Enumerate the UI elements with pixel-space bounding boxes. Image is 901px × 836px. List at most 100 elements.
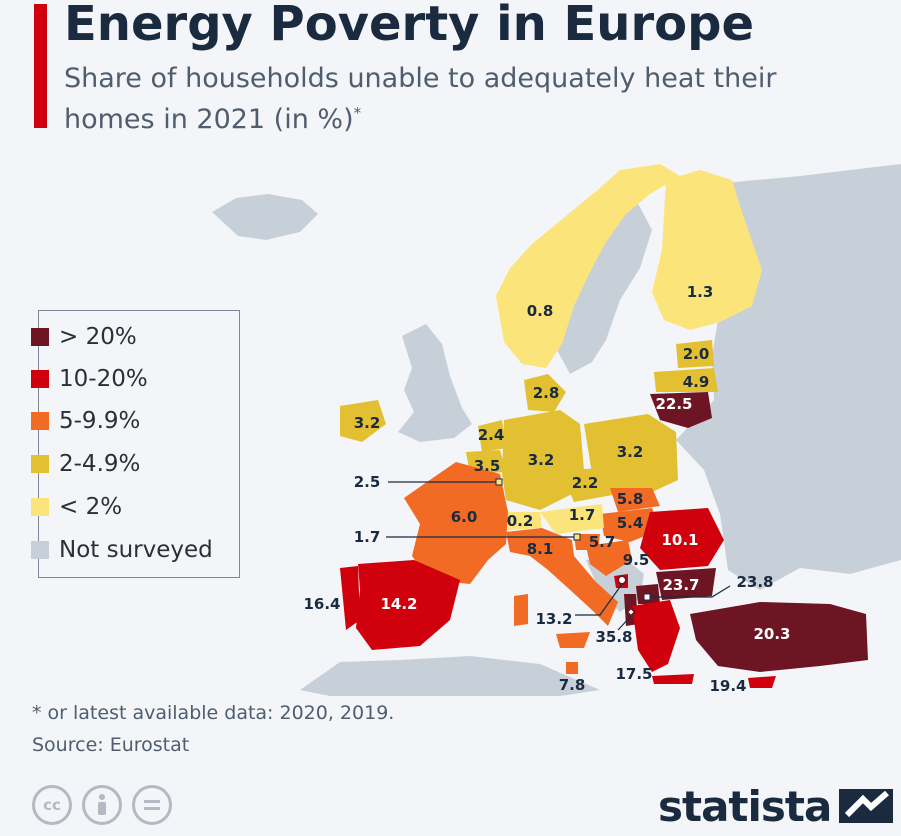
label-bulgaria: 23.7 [662,576,699,594]
legend-label: 10-20% [59,366,148,392]
legend-swatch [31,455,49,473]
legend-item-not-surveyed: Not surveyed [31,536,213,564]
legend-swatch [31,412,49,430]
cyprus-shape [748,676,776,688]
leader-lines [386,481,731,631]
north-macedonia-marker [643,593,651,601]
label-lithuania: 22.5 [655,395,692,413]
liechtenstein-marker [573,533,581,541]
not-surveyed-land [212,164,901,696]
label-hungary: 5.4 [617,514,644,532]
north-africa-shape [300,656,600,696]
label-turkey: 20.3 [753,625,790,643]
attribution-figure [98,794,106,815]
montenegro-leader [575,583,623,616]
latvia-shape [654,368,718,392]
label-romania: 10.1 [661,531,698,549]
label-estonia: 2.0 [683,345,710,363]
label-belgium: 3.5 [474,457,501,475]
source-text: Source: Eurostat [32,734,190,756]
turkey-shape [690,602,868,672]
brand-name: statista [658,781,832,831]
sardinia-shape [514,594,528,626]
label-switzerland: 0.2 [507,512,534,530]
subtitle-footnote-mark: * [353,104,362,122]
no-derivatives-icon[interactable] [132,785,172,825]
label-netherlands: 2.4 [478,426,505,444]
europe-map: 0.8 1.3 2.0 4.9 22.5 2.8 3.2 2.4 3.5 2.5… [212,164,901,696]
albania-leader [617,615,632,631]
legend-swatch [31,328,49,346]
label-liechtenstein: 1.7 [354,528,381,546]
label-slovakia: 5.8 [617,490,644,508]
label-north-macedonia: 23.8 [736,573,773,591]
label-cyprus: 19.4 [709,677,746,695]
italy-shape [506,528,618,626]
romania-shape [640,508,724,570]
attribution-icon[interactable] [82,785,122,825]
label-albania: 35.8 [595,628,632,646]
footnote: * or latest available data: 2020, 2019. [32,702,395,724]
portugal-shape [340,566,360,630]
label-latvia: 4.9 [683,373,710,391]
license-icons: cc [32,785,172,825]
czechia-shape [560,468,618,502]
label-france: 6.0 [451,508,478,526]
ireland-shape [340,400,386,442]
netherlands-shape [478,420,506,452]
page-title: Energy Poverty in Europe [64,0,755,52]
luxembourg-marker [495,478,503,486]
label-norway: 0.8 [527,302,554,320]
label-czechia: 2.2 [572,474,599,492]
value-labels: 0.8 1.3 2.0 4.9 22.5 2.8 3.2 2.4 3.5 2.5… [303,283,790,695]
denmark-shape [524,374,566,412]
malta-shape [566,662,578,674]
switzerland-shape [506,512,542,530]
subtitle: Share of households unable to adequately… [64,62,804,137]
legend-swatch [31,541,49,559]
label-finland: 1.3 [687,283,714,301]
crete-shape [652,674,694,684]
statista-logo[interactable]: statista [658,778,895,834]
label-spain: 14.2 [380,595,417,613]
subtitle-text: Share of households unable to adequately… [64,63,777,135]
label-malta: 7.8 [559,676,586,694]
north-macedonia-leader [650,585,731,598]
label-greece: 17.5 [615,665,652,683]
label-poland: 3.2 [617,443,644,461]
uk-shape [398,324,472,442]
lithuania-shape [650,392,712,428]
montenegro-marker [617,575,627,585]
sicily-shape [556,632,590,648]
label-portugal: 16.4 [303,595,340,613]
greece-shape [632,600,680,672]
label-luxembourg: 2.5 [354,473,381,491]
legend-label: Not surveyed [59,537,213,563]
label-croatia: 9.5 [623,551,650,569]
legend-item-5-10: 5-9.9% [31,407,140,435]
bulgaria-shape [656,568,716,600]
cc-icon[interactable]: cc [32,785,72,825]
legend-item-2-5: 2-4.9% [31,450,140,478]
legend-label: < 2% [59,494,123,520]
label-denmark: 2.8 [533,384,560,402]
label-slovenia: 5.7 [589,533,616,551]
legend-swatch [31,370,49,388]
east-europe-shape [676,164,901,590]
legend-item-10-20: 10-20% [31,365,148,393]
accent-bar [34,4,47,128]
croatia-shape [586,540,632,576]
iceland-shape [212,194,318,240]
finland-shape [652,170,762,330]
france-shape [404,462,508,584]
norway-shape [496,164,680,368]
label-austria: 1.7 [569,506,596,524]
statista-logo-icon [839,789,894,823]
legend-item-lt2: < 2% [31,493,122,521]
label-germany: 3.2 [528,451,555,469]
countries [340,164,868,688]
label-ireland: 3.2 [354,414,381,432]
legend-label: 2-4.9% [59,451,141,477]
austria-shape [540,504,604,534]
legend: > 20% 10-20% 5-9.9% 2-4.9% < 2% Not surv… [31,310,240,578]
